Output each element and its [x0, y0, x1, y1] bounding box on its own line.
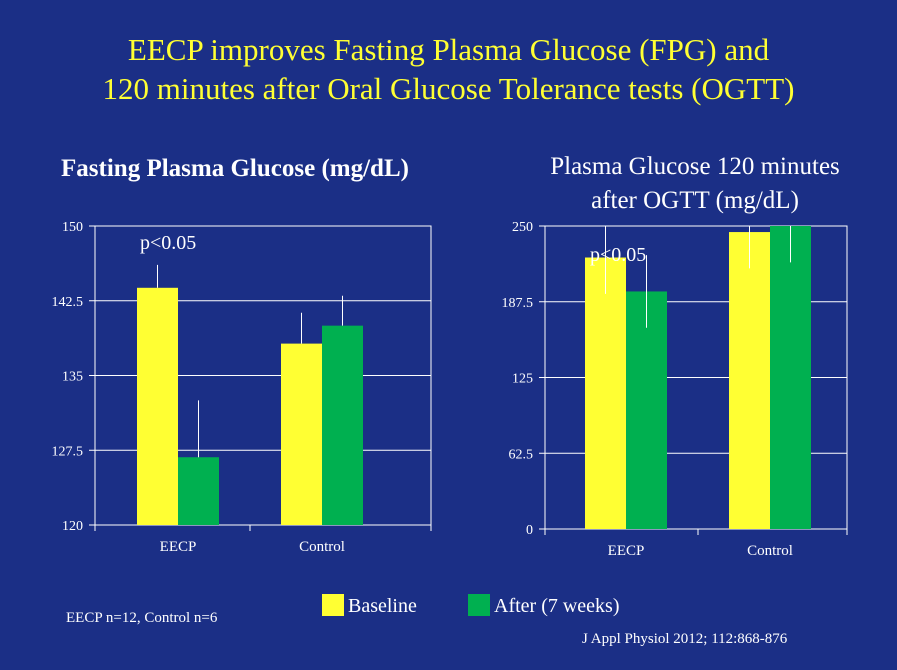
ogtt-chart-title-line-1: Plasma Glucose 120 minutes	[550, 153, 840, 180]
fpg-chart-title: Fasting Plasma Glucose (mg/dL)	[61, 155, 409, 182]
ogtt-category-label: EECP	[608, 543, 645, 559]
fpg-y-tick-label: 127.5	[52, 444, 84, 459]
ogtt-y-tick-label: 0	[526, 523, 533, 538]
fpg-significance-annotation: p<0.05	[140, 232, 196, 254]
ogtt-chart: 250 187.5 125 62.5 0 EECP Control p<0.05	[502, 220, 848, 559]
fpg-category-label: EECP	[160, 539, 197, 555]
ogtt-chart-title-line-2: after OGTT (mg/dL)	[591, 187, 799, 214]
legend-baseline: Baseline	[322, 594, 417, 618]
fpg-bar-baseline-control	[281, 343, 322, 525]
ogtt-bar-after-eecp	[626, 291, 667, 529]
ogtt-chart-title: Plasma Glucose 120 minutes after OGTT (m…	[500, 150, 890, 218]
fpg-bar-after-eecp	[178, 457, 219, 525]
legend-baseline-swatch	[322, 594, 344, 616]
ogtt-y-tick-label: 62.5	[509, 447, 534, 462]
legend-after-swatch	[468, 594, 490, 616]
ogtt-y-tick-label: 125	[512, 372, 533, 387]
ogtt-bar-baseline-eecp	[585, 257, 626, 529]
slide-title: EECP improves Fasting Plasma Glucose (FP…	[0, 30, 897, 108]
ogtt-category-label: Control	[747, 543, 793, 559]
ogtt-significance-annotation: p<0.05	[590, 244, 646, 266]
ogtt-bar-after-control	[770, 226, 811, 529]
fpg-bar-after-control	[322, 325, 363, 525]
fpg-chart: 150 142.5 135 127.5 120 EECP Control p<0.05	[52, 220, 432, 555]
ogtt-y-tick-label: 250	[512, 220, 533, 235]
ogtt-y-tick-label: 187.5	[502, 296, 534, 311]
fpg-bar-baseline-eecp	[137, 287, 178, 525]
legend-after-label: After (7 weeks)	[494, 595, 620, 617]
legend-after: After (7 weeks)	[468, 594, 620, 618]
citation: J Appl Physiol 2012; 112:868-876	[582, 631, 788, 647]
fpg-category-label: Control	[299, 539, 345, 555]
fpg-y-tick-label: 142.5	[52, 295, 84, 310]
sample-sizes-note: EECP n=12, Control n=6	[66, 610, 218, 626]
fpg-y-tick-label: 150	[62, 220, 83, 235]
slide-title-line-1: EECP improves Fasting Plasma Glucose (FP…	[127, 32, 770, 67]
legend-baseline-label: Baseline	[348, 595, 417, 617]
slide-title-line-2: 120 minutes after Oral Glucose Tolerance…	[102, 71, 795, 106]
fpg-y-tick-label: 135	[62, 370, 83, 385]
ogtt-bar-baseline-control	[729, 232, 770, 529]
fpg-y-tick-label: 120	[62, 519, 83, 534]
